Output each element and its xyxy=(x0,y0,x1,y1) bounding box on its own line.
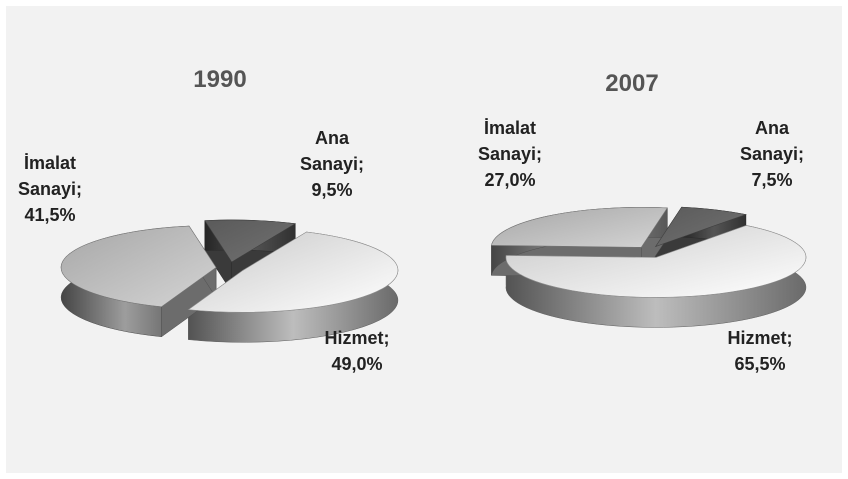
chart-title: 2007 xyxy=(605,70,659,97)
slice-value-label: 41,5% xyxy=(24,205,76,225)
slice-value-label: 9,5% xyxy=(311,180,353,200)
slice-category-label: İmalat Sanayi; xyxy=(17,153,83,199)
chart-title: 1990 xyxy=(193,66,247,93)
slice-category-label: Hizmet; xyxy=(324,328,390,348)
pie-tops xyxy=(491,206,807,298)
slice-category-label: Ana Sanayi; xyxy=(739,118,805,164)
slice-value-label: 65,5% xyxy=(734,354,786,374)
pie-slice xyxy=(654,206,747,248)
pie-tops xyxy=(60,219,399,313)
slice-value-label: 49,0% xyxy=(331,354,383,374)
slice-category-label: İmalat Sanayi; xyxy=(477,118,543,164)
slice-value-label: 7,5% xyxy=(751,170,793,190)
slice-category-label: Hizmet; xyxy=(727,328,793,348)
pie-slice xyxy=(204,219,297,263)
slice-value-label: 27,0% xyxy=(484,170,536,190)
slice-category-label: Ana Sanayi; xyxy=(299,128,365,174)
pie-slice xyxy=(60,225,217,308)
pie-slice xyxy=(187,231,399,313)
pie-slice xyxy=(491,207,668,248)
pie-slice xyxy=(505,225,807,298)
